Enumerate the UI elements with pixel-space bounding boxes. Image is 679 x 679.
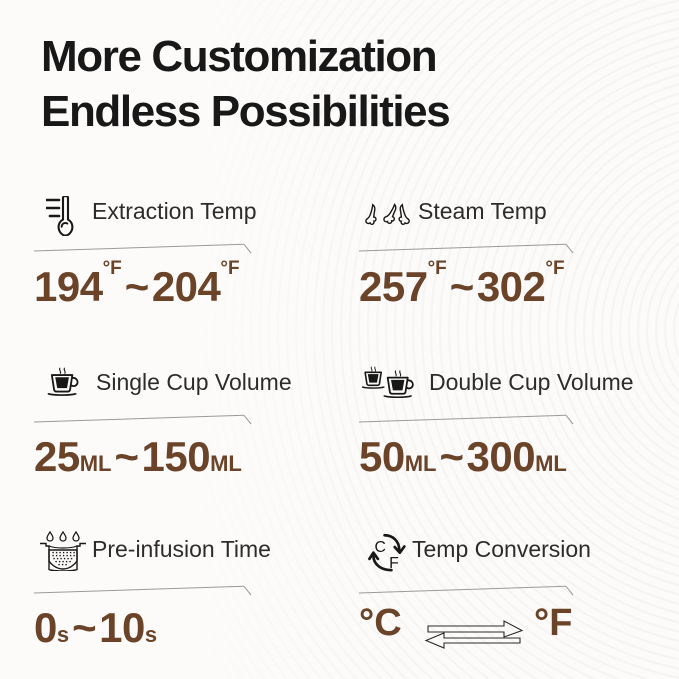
- svg-text:F: F: [389, 555, 399, 572]
- svg-text:C: C: [375, 539, 386, 556]
